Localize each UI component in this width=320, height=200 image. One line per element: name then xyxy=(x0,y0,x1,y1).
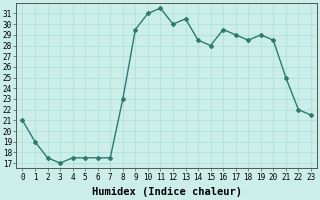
X-axis label: Humidex (Indice chaleur): Humidex (Indice chaleur) xyxy=(92,187,242,197)
